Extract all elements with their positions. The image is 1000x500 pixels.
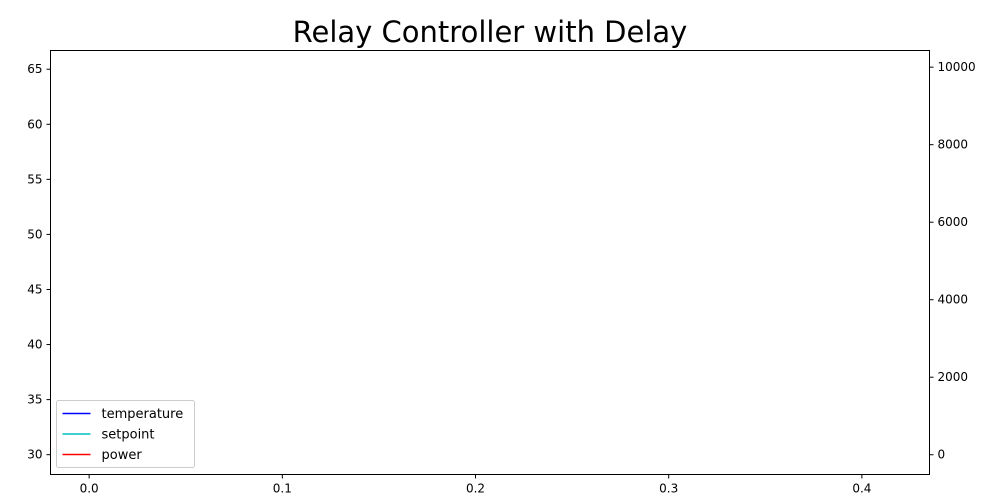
x-tick-label: 0.4 xyxy=(852,482,871,496)
y2-tick-label: 4000 xyxy=(938,293,969,307)
x-axis: 0.0 0.1 0.2 0.3 0.4 xyxy=(80,474,871,496)
y-tick-label: 60 xyxy=(27,117,42,131)
y2-tick-label: 10000 xyxy=(938,60,976,74)
legend-label-temperature: temperature xyxy=(102,407,184,422)
legend-label-power: power xyxy=(102,448,143,463)
y2-tick-label: 8000 xyxy=(938,138,969,152)
legend-label-setpoint: setpoint xyxy=(102,428,155,443)
y-tick-label: 30 xyxy=(27,448,42,462)
y-axis-right: 0 2000 4000 6000 8000 10000 xyxy=(929,60,976,462)
legend-box xyxy=(56,400,195,468)
x-tick-label: 0.0 xyxy=(80,482,99,496)
y-tick-label: 40 xyxy=(27,338,42,352)
plot-frame xyxy=(50,50,930,475)
y-tick-label: 35 xyxy=(27,393,42,407)
y2-tick-label: 2000 xyxy=(938,370,969,384)
y2-tick-label: 0 xyxy=(938,448,946,462)
y-tick-label: 55 xyxy=(27,172,42,186)
y-axis-left: 30 35 40 45 50 55 60 65 xyxy=(27,62,51,462)
x-tick-label: 0.2 xyxy=(466,482,485,496)
y2-tick-label: 6000 xyxy=(938,215,969,229)
chart-title: Relay Controller with Delay xyxy=(293,15,688,49)
x-tick-label: 0.3 xyxy=(659,482,678,496)
legend: temperature setpoint power xyxy=(56,400,195,468)
x-tick-label: 0.1 xyxy=(273,482,292,496)
y-tick-label: 65 xyxy=(27,62,42,76)
y-tick-label: 45 xyxy=(27,282,42,296)
y-tick-label: 50 xyxy=(27,227,42,241)
